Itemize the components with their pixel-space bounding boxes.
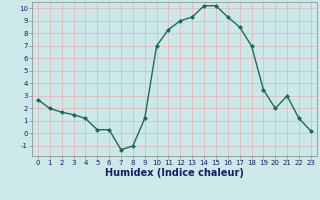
X-axis label: Humidex (Indice chaleur): Humidex (Indice chaleur) <box>105 168 244 178</box>
